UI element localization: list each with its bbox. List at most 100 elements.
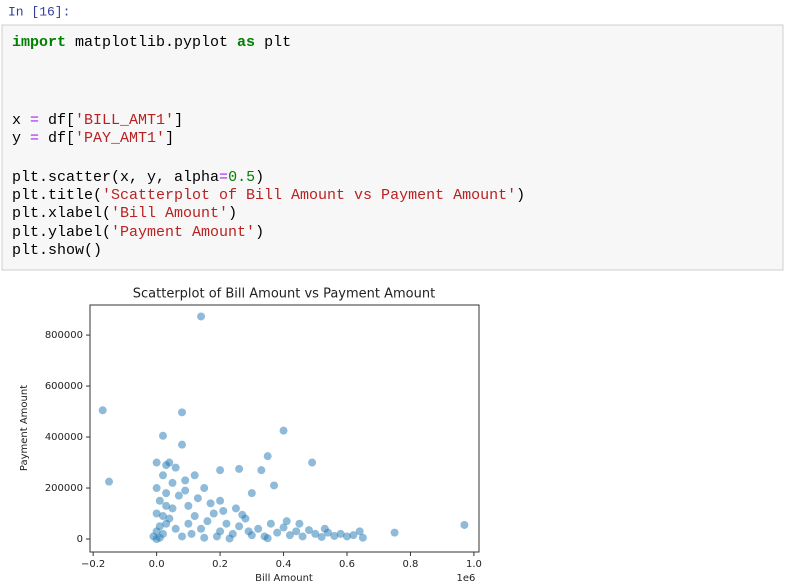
point [168, 478, 177, 487]
point [171, 463, 180, 472]
point [349, 531, 358, 540]
point [174, 491, 183, 500]
axes-frame [89, 304, 480, 553]
y-tick-label: 200000 [45, 483, 83, 494]
point [187, 529, 196, 538]
point [336, 529, 345, 538]
point [168, 504, 177, 513]
y-tick-label: 400000 [45, 432, 83, 443]
point [184, 501, 193, 510]
point [162, 461, 171, 470]
point [320, 524, 329, 533]
point [178, 440, 187, 449]
point [358, 533, 367, 542]
point [235, 464, 244, 473]
point [190, 512, 199, 521]
point [152, 458, 161, 467]
code: import matplotlib.pyplot as plt x = df['B… [12, 34, 525, 259]
x-tick-label: 0.6 [339, 559, 355, 570]
point [317, 532, 326, 541]
x-tick-label: 0.0 [149, 559, 165, 570]
point [216, 496, 225, 505]
point [270, 481, 279, 490]
code-line: plt.title('Scatterplot of Bill Amount vs… [12, 187, 525, 204]
point [254, 524, 263, 533]
point [158, 431, 167, 440]
x-tick-label: −0.2 [81, 559, 105, 570]
point [311, 529, 320, 538]
point [162, 489, 171, 498]
point [178, 408, 187, 417]
y-tick-label: 0 [77, 534, 83, 545]
point [292, 527, 301, 536]
point [181, 476, 190, 485]
point [171, 524, 180, 533]
code-line: x = df['BILL_AMT1'] [12, 112, 183, 129]
point [263, 534, 272, 543]
point [247, 489, 256, 498]
point [273, 528, 282, 537]
point [155, 496, 164, 505]
point [343, 532, 352, 541]
point [149, 532, 158, 541]
point [266, 519, 275, 528]
point [152, 484, 161, 493]
point [225, 534, 234, 543]
point [158, 471, 167, 480]
x-tick-label: 0.4 [276, 559, 292, 570]
point [206, 499, 215, 508]
point [235, 522, 244, 531]
point [165, 514, 174, 523]
point [193, 494, 202, 503]
point [162, 501, 171, 510]
x-tick-label: 0.8 [403, 559, 419, 570]
point [190, 471, 199, 480]
point [98, 406, 107, 415]
code-line: plt.ylabel('Payment Amount') [12, 224, 264, 241]
point [203, 517, 212, 526]
point [295, 519, 304, 528]
point [282, 517, 291, 526]
point [257, 466, 266, 475]
x-axis-label: Bill Amount [255, 573, 313, 584]
point [216, 466, 225, 475]
point [181, 486, 190, 495]
point [279, 523, 288, 532]
y-axis-label: Payment Amount [19, 385, 30, 471]
point [178, 532, 187, 541]
point [158, 512, 167, 521]
point [219, 506, 228, 515]
x-offset-label: 1e6 [457, 573, 476, 584]
y-tick-label: 800000 [45, 330, 83, 341]
point [238, 510, 247, 519]
x-tick-label: 1.0 [466, 559, 482, 570]
y-tick-label: 600000 [45, 381, 83, 392]
point [279, 426, 288, 435]
point [308, 458, 317, 467]
point [244, 527, 253, 536]
point [355, 527, 364, 536]
point [158, 529, 167, 538]
point [212, 532, 221, 541]
code-cell[interactable] [1, 24, 784, 271]
code-line: plt.xlabel('Bill Amount') [12, 205, 237, 222]
point [155, 522, 164, 531]
point [460, 520, 469, 529]
point [298, 532, 307, 541]
point [197, 524, 206, 533]
point [285, 531, 294, 540]
point [330, 531, 339, 540]
prompt: In [16]: [8, 4, 70, 19]
code-line: y = df['PAY_AMT1'] [12, 130, 174, 147]
x-tick-label: 0.2 [212, 559, 228, 570]
point [184, 519, 193, 528]
point [304, 526, 313, 535]
code-line: plt.show() [12, 242, 102, 259]
code-line: import matplotlib.pyplot as plt [12, 34, 291, 51]
chart-title: Scatterplot of Bill Amount vs Payment Am… [133, 287, 435, 302]
point [231, 504, 240, 513]
point [200, 484, 209, 493]
point [390, 528, 399, 537]
point [263, 452, 272, 461]
